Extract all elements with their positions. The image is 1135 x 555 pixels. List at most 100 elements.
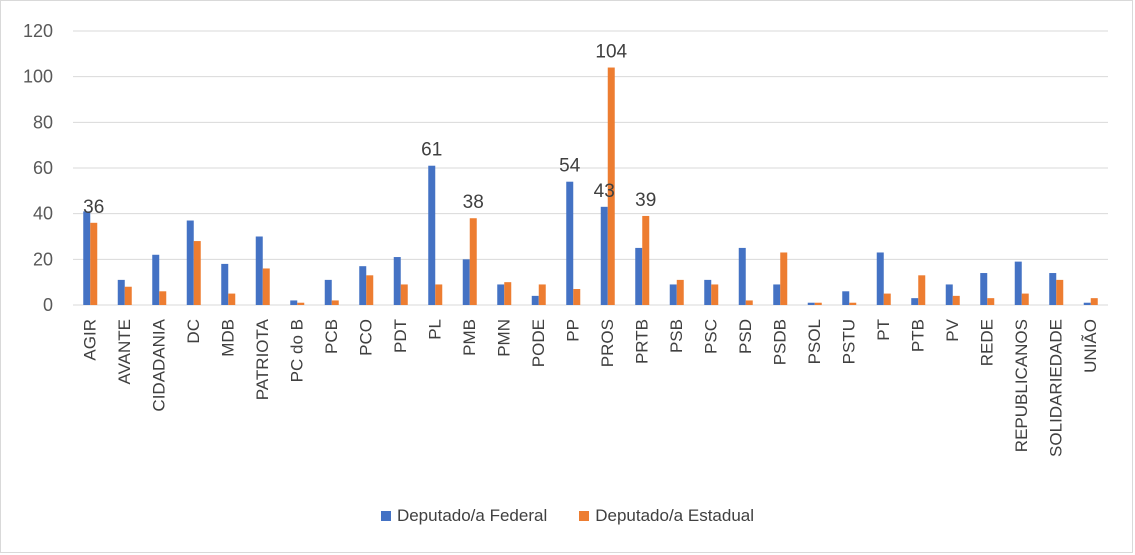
y-tick-label: 60 bbox=[33, 158, 53, 178]
legend-label-estadual: Deputado/a Estadual bbox=[595, 506, 755, 525]
category-label: AVANTE bbox=[115, 319, 134, 385]
bar-estadual bbox=[1090, 298, 1098, 305]
bar-federal bbox=[83, 211, 91, 305]
category-label: PSOL bbox=[805, 319, 824, 364]
bar-estadual bbox=[780, 252, 788, 305]
bar-federal bbox=[669, 284, 677, 305]
category-label: REPUBLICANOS bbox=[1012, 319, 1031, 452]
category-label: PL bbox=[425, 319, 444, 340]
bar-federal bbox=[152, 254, 160, 305]
bar-estadual bbox=[297, 302, 305, 305]
category-label: PCO bbox=[356, 319, 375, 356]
data-label: 38 bbox=[463, 192, 484, 213]
category-label: DC bbox=[184, 319, 203, 344]
category-label: PSDB bbox=[770, 319, 789, 365]
category-label: PODE bbox=[529, 319, 548, 367]
bar-estadual bbox=[538, 284, 546, 305]
bar-federal bbox=[945, 284, 953, 305]
legend: Deputado/a Federal Deputado/a Estadual bbox=[1, 506, 1134, 526]
bar-federal bbox=[359, 266, 367, 305]
legend-swatch-estadual bbox=[579, 511, 590, 521]
data-label: 36 bbox=[83, 197, 104, 218]
bar-estadual bbox=[573, 289, 581, 305]
data-label: 104 bbox=[595, 42, 627, 63]
category-label: PTB bbox=[908, 319, 927, 352]
data-label: 39 bbox=[635, 190, 656, 211]
data-label: 54 bbox=[559, 156, 581, 177]
bar-estadual bbox=[90, 222, 98, 305]
bar-federal bbox=[531, 295, 539, 305]
category-label: AGIR bbox=[80, 319, 99, 361]
bar-federal bbox=[980, 273, 988, 305]
bar-estadual bbox=[952, 295, 960, 305]
data-label: 43 bbox=[594, 181, 615, 202]
category-label: UNIÃO bbox=[1081, 319, 1100, 373]
y-tick-label: 120 bbox=[23, 21, 53, 41]
bar-estadual bbox=[124, 286, 132, 305]
bar-federal bbox=[1014, 261, 1022, 305]
bar-estadual bbox=[504, 282, 512, 305]
category-label: CIDADANIA bbox=[149, 318, 168, 411]
bar-estadual bbox=[331, 300, 339, 305]
bar-federal bbox=[186, 220, 194, 305]
category-label: PSC bbox=[701, 319, 720, 354]
y-tick-label: 40 bbox=[33, 204, 53, 224]
bar-estadual bbox=[400, 284, 408, 305]
bar-chart: 0 20 40 60 80 100 120 AGIR AVANTE CIDADANIA DC MDB P… bbox=[23, 21, 1108, 457]
bar-federal bbox=[255, 236, 263, 305]
bar-federal bbox=[1049, 273, 1057, 305]
y-tick-label: 80 bbox=[33, 112, 53, 132]
bar-federal bbox=[635, 247, 643, 305]
y-tick-label: 100 bbox=[23, 67, 53, 87]
bar-estadual bbox=[1056, 279, 1064, 305]
bar-estadual bbox=[642, 215, 650, 305]
bar-estadual bbox=[193, 241, 201, 305]
bar-estadual bbox=[435, 284, 443, 305]
bar-federal bbox=[497, 284, 505, 305]
bar-federal bbox=[842, 291, 850, 305]
bar-federal bbox=[1083, 302, 1091, 305]
bar-federal bbox=[221, 263, 229, 305]
bar-estadual bbox=[711, 284, 719, 305]
bar-estadual bbox=[1021, 293, 1029, 305]
legend-label-federal: Deputado/a Federal bbox=[396, 506, 548, 525]
category-label: PC do B bbox=[287, 319, 306, 382]
category-label: PMB bbox=[460, 319, 479, 356]
data-label: 61 bbox=[421, 140, 442, 161]
category-label: PV bbox=[943, 318, 962, 341]
bar-federal bbox=[566, 181, 574, 305]
category-label: PRTB bbox=[632, 319, 651, 364]
bar-federal bbox=[428, 165, 436, 305]
y-tick-label: 0 bbox=[43, 295, 53, 315]
category-label: PCB bbox=[322, 319, 341, 354]
legend-item-estadual: Deputado/a Estadual bbox=[579, 506, 754, 526]
bar-federal bbox=[393, 257, 401, 305]
category-label: PSTU bbox=[839, 319, 858, 364]
bar-federal bbox=[876, 252, 884, 305]
bar-federal bbox=[704, 279, 712, 305]
bar-federal bbox=[117, 279, 125, 305]
bar-estadual bbox=[262, 268, 270, 305]
bar-estadual bbox=[918, 275, 926, 305]
bar-estadual bbox=[469, 218, 477, 305]
bar-estadual bbox=[676, 279, 684, 305]
bar-estadual bbox=[849, 302, 857, 305]
bar-federal bbox=[324, 279, 332, 305]
bar-estadual bbox=[366, 275, 374, 305]
bar-estadual bbox=[883, 293, 891, 305]
bar-estadual bbox=[814, 302, 822, 305]
category-label: SOLIDARIEDADE bbox=[1046, 319, 1065, 457]
bar-federal bbox=[807, 302, 815, 305]
bar-federal bbox=[290, 300, 298, 305]
bar-federal bbox=[462, 259, 470, 305]
bar-estadual bbox=[159, 291, 167, 305]
legend-item-federal: Deputado/a Federal bbox=[380, 506, 548, 526]
category-label: REDE bbox=[977, 319, 996, 366]
bar-federal bbox=[600, 206, 608, 305]
bar-federal bbox=[738, 247, 746, 305]
category-label: PMN bbox=[494, 319, 513, 357]
bar-estadual bbox=[607, 67, 615, 306]
category-label: PATRIOTA bbox=[253, 318, 272, 400]
category-label: PSD bbox=[736, 319, 755, 354]
